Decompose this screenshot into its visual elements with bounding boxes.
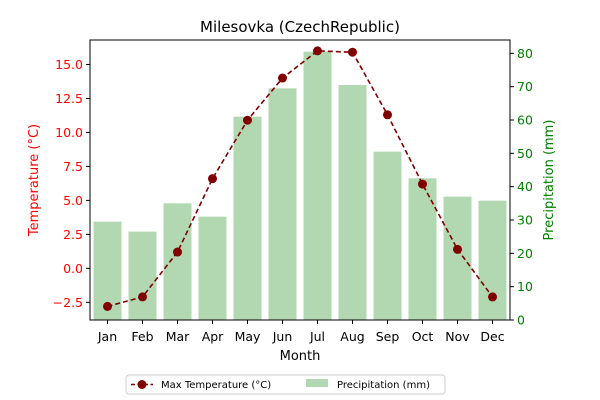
- x-tick-label: Nov: [445, 329, 470, 344]
- left-tick-label: −2.5: [53, 295, 83, 310]
- legend-marker-swatch: [137, 380, 147, 389]
- x-tick-label: Dec: [480, 329, 504, 344]
- left-axis-label: Temperature (°C): [27, 124, 42, 237]
- right-tick-label: 40: [517, 179, 533, 194]
- precipitation-axis: 0 10 20 30 40 50 60 70 80: [510, 46, 533, 328]
- right-tick-label: 0: [517, 313, 525, 328]
- x-tick-label: Jun: [272, 329, 293, 344]
- precipitation-bar-aug: [338, 85, 367, 320]
- left-tick-label: 7.5: [63, 159, 83, 174]
- precipitation-bar-mar: [163, 203, 192, 320]
- left-tick-label: 5.0: [63, 193, 83, 208]
- x-tick-label: Aug: [340, 329, 364, 344]
- legend-temperature-label: Max Temperature (°C): [161, 380, 271, 391]
- temperature-point-apr: [208, 174, 217, 184]
- precipitation-bar-jun: [268, 88, 297, 320]
- temperature-point-may: [243, 115, 252, 125]
- temperature-point-sep: [383, 110, 392, 120]
- precipitation-bar-feb: [128, 231, 157, 320]
- right-tick-label: 20: [517, 246, 533, 261]
- precipitation-bar-nov: [443, 196, 472, 320]
- precipitation-bar-oct: [408, 178, 437, 320]
- temperature-point-oct: [418, 179, 427, 189]
- legend: Max Temperature (°C) Precipitation (mm): [125, 374, 446, 395]
- temperature-point-jan: [103, 301, 112, 311]
- x-axis-label: Month: [280, 349, 321, 364]
- temperature-point-dec: [488, 292, 497, 302]
- left-tick-label: 10.0: [55, 125, 83, 140]
- x-tick-label: Jul: [309, 329, 325, 344]
- legend-bar-swatch: [306, 379, 328, 387]
- temperature-axis: −2.5 0.0 2.5 5.0 7.5 10.0 12.5 15.0: [53, 57, 90, 310]
- temperature-point-mar: [173, 247, 182, 257]
- precipitation-bar-sep: [373, 151, 402, 320]
- x-tick-label: Apr: [202, 329, 224, 344]
- right-tick-label: 80: [517, 46, 533, 61]
- right-axis-label: Precipitation (mm): [542, 120, 557, 241]
- left-tick-label: 15.0: [55, 57, 83, 72]
- left-tick-label: 2.5: [63, 227, 83, 242]
- temperature-point-jul: [313, 46, 322, 56]
- month-axis: Jan Feb Mar Apr May Jun Jul Aug Sep Oct Nov Dec: [97, 320, 505, 344]
- temperature-point-jun: [278, 73, 287, 83]
- legend-precipitation-label: Precipitation (mm): [337, 380, 430, 391]
- right-tick-label: 50: [517, 146, 533, 161]
- right-tick-label: 30: [517, 213, 533, 228]
- x-tick-label: May: [235, 329, 261, 344]
- legend-box: [125, 374, 446, 395]
- right-tick-label: 10: [517, 279, 533, 294]
- left-tick-label: 0.0: [63, 261, 83, 276]
- temperature-series-line: [107, 50, 494, 308]
- precipitation-bar-apr: [198, 216, 227, 320]
- right-tick-label: 70: [517, 79, 533, 94]
- x-tick-label: Jan: [97, 329, 117, 344]
- temperature-point-feb: [138, 292, 147, 302]
- precipitation-bar-may: [233, 116, 262, 321]
- temperature-line: [103, 46, 497, 311]
- chart-title: Milesovka (CzechRepublic): [200, 18, 400, 36]
- precipitation-bar-dec: [478, 200, 507, 320]
- x-tick-label: Sep: [376, 329, 400, 344]
- left-tick-label: 12.5: [55, 91, 83, 106]
- precipitation-bar-jul: [303, 51, 332, 321]
- temperature-point-aug: [348, 47, 357, 57]
- plot-frame: [89, 39, 511, 321]
- right-tick-label: 60: [517, 113, 533, 128]
- temperature-point-nov: [453, 244, 462, 254]
- x-tick-label: Mar: [166, 329, 190, 344]
- x-tick-label: Feb: [131, 329, 153, 344]
- x-tick-label: Oct: [412, 329, 434, 344]
